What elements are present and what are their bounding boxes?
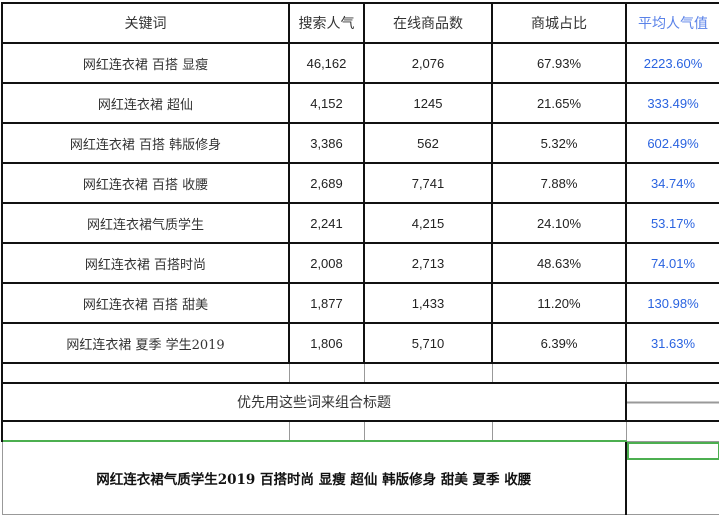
table-cell[interactable]: 4,215 bbox=[363, 202, 493, 244]
table-cell[interactable]: 7.88% bbox=[491, 162, 627, 204]
table-cell[interactable]: 网红连衣裙 百搭 收腰 bbox=[1, 162, 290, 204]
header-cell[interactable]: 关键词 bbox=[1, 2, 290, 44]
table-cell[interactable]: 2,008 bbox=[288, 242, 365, 284]
table-row: 网红连衣裙 百搭 收腰 2,689 7,741 7.88% 34.74% bbox=[1, 162, 719, 204]
table-row: 网红连衣裙 百搭 韩版修身 3,386 562 5.32% 602.49% bbox=[1, 122, 719, 164]
table-cell[interactable]: 1245 bbox=[363, 82, 493, 124]
header-row: 关键词 搜索人气 在线商品数 商城占比 平均人气值 bbox=[1, 2, 719, 44]
table-row: 网红连衣裙 夏季 学生2019 1,806 5,710 6.39% 31.63% bbox=[1, 322, 719, 364]
table-cell[interactable]: 74.01% bbox=[625, 242, 719, 284]
table-cell[interactable] bbox=[288, 420, 365, 442]
table-cell[interactable]: 602.49% bbox=[625, 122, 719, 164]
table-cell[interactable]: 333.49% bbox=[625, 82, 719, 124]
header-cell[interactable]: 搜索人气 bbox=[288, 2, 365, 44]
table-cell[interactable]: 46,162 bbox=[288, 42, 365, 84]
header-cell[interactable]: 商城占比 bbox=[491, 2, 627, 44]
table-cell[interactable]: 34.74% bbox=[625, 162, 719, 204]
empty-row bbox=[1, 420, 719, 442]
table-cell[interactable] bbox=[625, 362, 719, 384]
table-cell[interactable]: 网红连衣裙 百搭 甜美 bbox=[1, 282, 290, 324]
table-cell[interactable]: 5,710 bbox=[363, 322, 493, 364]
table-cell[interactable]: 网红连衣裙 夏季 学生2019 bbox=[1, 322, 290, 364]
table-cell[interactable]: 48.63% bbox=[491, 242, 627, 284]
table-row: 网红连衣裙 百搭 甜美 1,877 1,433 11.20% 130.98% bbox=[1, 282, 719, 324]
combined-title-row: 网红连衣裙气质学生2019 百搭时尚 显瘦 超仙 韩版修身 甜美 夏季 收腰 bbox=[1, 440, 719, 515]
header-cell[interactable]: 平均人气值 bbox=[625, 2, 719, 44]
header-cell[interactable]: 在线商品数 bbox=[363, 2, 493, 44]
table-cell[interactable] bbox=[625, 382, 719, 422]
table-cell[interactable]: 24.10% bbox=[491, 202, 627, 244]
table-row: 网红连衣裙气质学生 2,241 4,215 24.10% 53.17% bbox=[1, 202, 719, 244]
table-cell[interactable]: 53.17% bbox=[625, 202, 719, 244]
note-row: 优先用这些词来组合标题 bbox=[1, 382, 719, 422]
empty-row bbox=[1, 362, 719, 384]
table-cell[interactable]: 网红连衣裙气质学生 bbox=[1, 202, 290, 244]
table-cell[interactable]: 1,806 bbox=[288, 322, 365, 364]
table-cell[interactable] bbox=[1, 362, 290, 384]
table-cell[interactable]: 2,689 bbox=[288, 162, 365, 204]
table-cell[interactable]: 5.32% bbox=[491, 122, 627, 164]
table-cell[interactable]: 1,433 bbox=[363, 282, 493, 324]
keyword-table: 关键词 搜索人气 在线商品数 商城占比 平均人气值 网红连衣裙 百搭 显瘦 46,… bbox=[1, 2, 719, 515]
table-cell[interactable] bbox=[625, 420, 719, 442]
table-cell[interactable]: 2,241 bbox=[288, 202, 365, 244]
table-cell[interactable]: 网红连衣裙 百搭时尚 bbox=[1, 242, 290, 284]
table-row: 网红连衣裙 超仙 4,152 1245 21.65% 333.49% bbox=[1, 82, 719, 124]
table-cell[interactable] bbox=[491, 420, 627, 442]
table-cell[interactable] bbox=[491, 362, 627, 384]
table-cell[interactable]: 3,386 bbox=[288, 122, 365, 164]
table-row: 网红连衣裙 百搭 显瘦 46,162 2,076 67.93% 2223.60% bbox=[1, 42, 719, 84]
table-cell[interactable]: 网红连衣裙 百搭 显瘦 bbox=[1, 42, 290, 84]
table-cell[interactable]: 11.20% bbox=[491, 282, 627, 324]
table-cell[interactable]: 562 bbox=[363, 122, 493, 164]
table-cell[interactable]: 6.39% bbox=[491, 322, 627, 364]
table-cell[interactable]: 网红连衣裙 百搭 韩版修身 bbox=[1, 122, 290, 164]
table-cell[interactable] bbox=[1, 420, 290, 442]
table-cell[interactable]: 21.65% bbox=[491, 82, 627, 124]
table-cell[interactable]: 7,741 bbox=[363, 162, 493, 204]
note-cell[interactable]: 优先用这些词来组合标题 bbox=[1, 382, 627, 422]
table-cell[interactable]: 2,076 bbox=[363, 42, 493, 84]
table-cell[interactable]: 2223.60% bbox=[625, 42, 719, 84]
combined-title-cell[interactable]: 网红连衣裙气质学生2019 百搭时尚 显瘦 超仙 韩版修身 甜美 夏季 收腰 bbox=[1, 440, 627, 515]
table-cell[interactable]: 4,152 bbox=[288, 82, 365, 124]
table-cell[interactable] bbox=[363, 420, 493, 442]
table-cell[interactable] bbox=[363, 362, 493, 384]
table-cell[interactable]: 网红连衣裙 超仙 bbox=[1, 82, 290, 124]
table-cell[interactable]: 1,877 bbox=[288, 282, 365, 324]
table-cell[interactable]: 67.93% bbox=[491, 42, 627, 84]
selected-cell[interactable] bbox=[625, 440, 719, 515]
table-cell[interactable] bbox=[288, 362, 365, 384]
table-cell[interactable]: 31.63% bbox=[625, 322, 719, 364]
table-cell[interactable]: 130.98% bbox=[625, 282, 719, 324]
table-cell[interactable]: 2,713 bbox=[363, 242, 493, 284]
table-row: 网红连衣裙 百搭时尚 2,008 2,713 48.63% 74.01% bbox=[1, 242, 719, 284]
